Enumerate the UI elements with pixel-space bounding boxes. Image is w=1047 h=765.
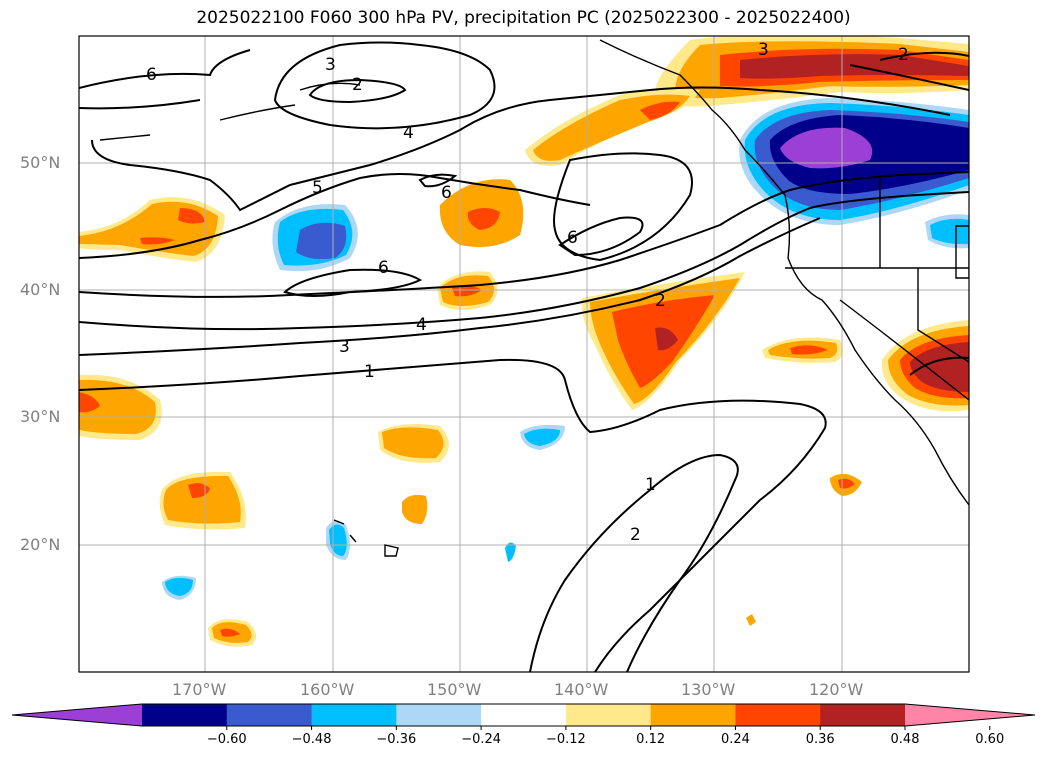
colorbar: [11, 703, 1036, 730]
colorbar-swatch: [396, 704, 482, 726]
colorbar-outline: [11, 703, 1036, 727]
lon-label: 130°W: [681, 680, 736, 699]
contour-label: 6: [567, 228, 578, 248]
lon-label: 120°W: [809, 680, 864, 699]
colorbar-tick-label: −0.36: [376, 732, 417, 747]
colorbar-swatch: [481, 704, 567, 726]
contour-label: 3: [325, 55, 336, 75]
contour-label: 6: [378, 258, 389, 278]
lon-label: 170°W: [172, 680, 227, 699]
contour-label: 6: [146, 65, 157, 85]
contour-label: 1: [645, 475, 656, 495]
colorbar-extend-low: [12, 704, 142, 726]
map-frame: [78, 35, 970, 673]
lat-label: 50°N: [20, 153, 61, 172]
colorbar-swatch: [142, 704, 228, 726]
contour-label: 5: [312, 178, 323, 198]
colorbar-tick-label: 0.24: [720, 732, 750, 747]
contour-label: 1: [364, 362, 375, 382]
colorbar-tick-label: −0.12: [545, 732, 586, 747]
graticule: [79, 36, 969, 672]
contour-label: 2: [655, 291, 666, 311]
contour-label: 3: [339, 337, 350, 357]
contour-label: 2: [630, 525, 641, 545]
contour-labels: 6 3 2 4 5 6 6 6 4 3 1 2 3 2 1 2: [146, 40, 909, 545]
contour-label: 6: [441, 183, 452, 203]
colorbar-swatch: [650, 704, 736, 726]
colorbar-tick-label: 0.48: [890, 732, 920, 747]
colorbar-tick-label: 0.36: [805, 732, 835, 747]
chart-title: 2025022100 F060 300 hPa PV, precipitatio…: [196, 8, 851, 28]
colorbar-extend-high: [905, 704, 1035, 726]
colorbar-tick-label: 0.60: [975, 732, 1005, 747]
lat-label: 20°N: [20, 535, 61, 554]
colorbar-tick-label: −0.48: [291, 732, 332, 747]
contour-label: 2: [898, 45, 909, 65]
colorbar-swatch: [735, 704, 821, 726]
contour-label: 4: [416, 315, 427, 335]
lon-label: 150°W: [427, 680, 482, 699]
colorbar-swatch: [311, 704, 397, 726]
pv-contours: [79, 41, 969, 672]
colorbar-tick-label: 0.12: [636, 732, 666, 747]
colorbar-swatch: [226, 704, 313, 726]
contour-label: 3: [758, 40, 769, 60]
precip-positive-areas: [79, 36, 969, 647]
colorbar-swatch: [820, 704, 906, 726]
colorbar-swatch: [565, 704, 652, 726]
lat-label: 40°N: [20, 280, 61, 299]
colorbar-tick-label: −0.60: [206, 732, 247, 747]
lat-label: 30°N: [20, 407, 61, 426]
colorbar-tick-label: −0.24: [461, 732, 502, 747]
lon-label: 160°W: [300, 680, 355, 699]
lon-label: 140°W: [554, 680, 609, 699]
contour-label: 4: [403, 123, 414, 143]
coastlines: [99, 39, 969, 557]
map-area: 6 3 2 4 5 6 6 6 4 3 1 2 3 2 1 2: [79, 36, 969, 672]
contour-label: 2: [352, 75, 363, 95]
